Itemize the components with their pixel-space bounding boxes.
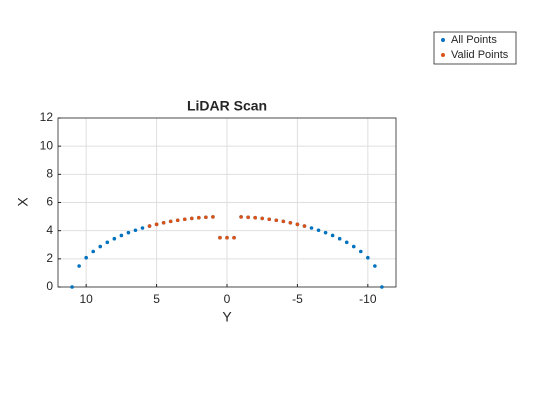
y-tick-label: 10	[40, 138, 54, 152]
point	[182, 217, 187, 222]
x-tick-label: 5	[153, 292, 160, 306]
point	[105, 240, 110, 245]
point	[197, 215, 201, 220]
point	[161, 220, 166, 225]
y-tick-label: 6	[46, 195, 53, 209]
point	[98, 244, 103, 249]
point	[126, 230, 131, 235]
x-tick-label: 0	[224, 292, 231, 306]
point	[112, 236, 117, 241]
point	[344, 240, 349, 245]
point	[204, 215, 208, 220]
legend-box	[433, 31, 517, 65]
axes-box	[57, 117, 397, 288]
legend-marker	[441, 53, 445, 57]
y-tick-label: 8	[46, 167, 53, 181]
x-tick-label: -10	[359, 292, 377, 306]
point	[211, 215, 215, 219]
point	[373, 264, 377, 268]
point	[168, 219, 173, 224]
point	[281, 219, 286, 224]
point	[140, 226, 145, 230]
point	[147, 224, 152, 228]
point	[218, 235, 222, 240]
point	[366, 255, 370, 260]
point	[246, 215, 250, 220]
point	[91, 249, 96, 254]
y-tick-label: 2	[46, 251, 53, 265]
point	[70, 285, 74, 289]
x-axis-label: Y	[222, 309, 232, 325]
x-tick-label: -5	[292, 292, 303, 306]
y-tick-label: 12	[40, 110, 54, 124]
point	[274, 218, 279, 223]
legend-label: Valid Points	[451, 49, 509, 61]
y-axis-label: X	[15, 197, 31, 207]
point	[358, 249, 363, 254]
y-tick-label: 0	[46, 279, 53, 293]
point	[133, 228, 138, 233]
point	[337, 236, 342, 241]
point	[154, 222, 159, 227]
point	[330, 233, 335, 238]
point	[77, 264, 81, 268]
point	[189, 216, 194, 221]
point	[175, 218, 180, 223]
point	[295, 222, 300, 227]
point	[267, 217, 272, 222]
chart-title: LiDAR Scan	[187, 98, 267, 114]
point	[323, 230, 328, 235]
legend-marker	[441, 38, 445, 42]
point	[232, 235, 236, 240]
point	[351, 244, 356, 249]
y-tick-label: 4	[46, 223, 53, 237]
point	[239, 215, 243, 219]
point	[316, 228, 321, 233]
point	[260, 216, 265, 221]
legend-label: All Points	[451, 34, 497, 46]
point	[302, 224, 307, 228]
point	[253, 215, 257, 220]
point	[225, 235, 229, 240]
x-tick-label: 10	[79, 292, 93, 306]
point	[288, 220, 293, 225]
point	[309, 226, 314, 230]
point	[119, 233, 124, 238]
point	[84, 255, 88, 260]
point	[380, 285, 384, 289]
